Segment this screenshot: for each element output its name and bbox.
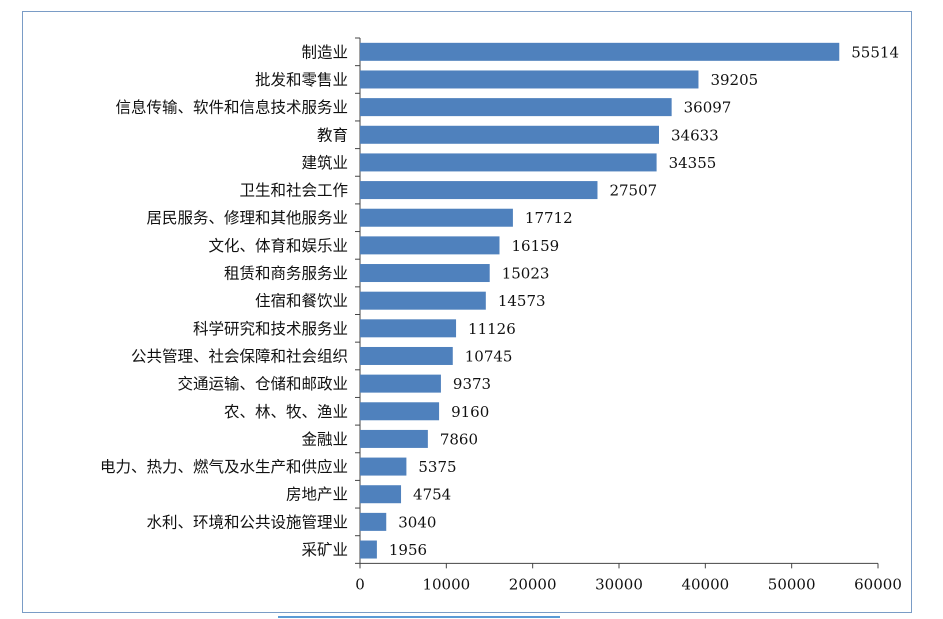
bar: [360, 291, 486, 310]
data-label: 1956: [389, 541, 427, 559]
x-tick-label: 10000: [422, 575, 470, 593]
data-label: 7860: [440, 430, 478, 448]
data-label: 4754: [413, 486, 451, 504]
data-label: 39205: [710, 71, 758, 89]
category-label: 制造业: [301, 43, 348, 61]
category-label: 采矿业: [301, 541, 348, 559]
category-label: 居民服务、修理和其他服务业: [146, 209, 348, 227]
category-label: 租赁和商务服务业: [224, 265, 348, 283]
x-tick-label: 30000: [595, 575, 643, 593]
bar: [360, 70, 699, 89]
category-label: 卫生和社会工作: [239, 182, 348, 200]
x-tick-label: 40000: [681, 575, 729, 593]
data-label: 3040: [398, 513, 436, 531]
bar: [360, 457, 407, 476]
category-label: 农、林、牧、渔业: [224, 403, 348, 421]
bar: [360, 429, 428, 448]
category-label: 公共管理、社会保障和社会组织: [131, 347, 348, 365]
bar: [360, 319, 457, 338]
data-label: 34355: [669, 154, 717, 172]
bar: [360, 236, 500, 255]
category-label: 建筑业: [301, 154, 348, 172]
data-label: 36097: [684, 99, 732, 117]
x-tick-label: 50000: [768, 575, 816, 593]
bar: [360, 264, 490, 283]
data-label: 9373: [453, 375, 491, 393]
category-label: 金融业: [301, 430, 348, 448]
category-label: 房地产业: [286, 486, 348, 504]
category-label: 住宿和餐饮业: [255, 292, 348, 310]
category-label: 科学研究和技术服务业: [193, 320, 348, 338]
category-label: 水利、环境和公共设施管理业: [146, 512, 348, 531]
category-label: 文化、体育和娱乐业: [208, 237, 348, 255]
data-label: 5375: [418, 458, 456, 476]
bar: [360, 181, 598, 200]
bar: [360, 125, 659, 144]
bar: [360, 540, 377, 559]
category-label: 电力、热力、燃气及水生产和供应业: [100, 457, 348, 476]
bar: [360, 402, 440, 421]
category-label: 批发和零售业: [255, 71, 348, 89]
bar: [360, 346, 453, 365]
data-label: 9160: [451, 403, 489, 421]
bar: [360, 208, 513, 227]
data-label: 27507: [609, 182, 657, 200]
x-tick-label: 60000: [854, 575, 902, 593]
data-label: 11126: [468, 320, 516, 338]
bar: [360, 98, 672, 117]
data-label: 34633: [671, 126, 719, 144]
bar: [360, 374, 441, 393]
bar-chart: 0 10000 20000 30000 40000 50000 60000 制造业 55514 批…: [100, 37, 902, 593]
bar: [360, 42, 840, 61]
data-label: 15023: [502, 265, 550, 283]
data-label: 14573: [498, 292, 546, 310]
bar: [360, 512, 387, 531]
data-label: 10745: [465, 347, 513, 365]
data-label: 55514: [851, 43, 899, 61]
category-label: 信息传输、软件和信息技术服务业: [115, 99, 348, 117]
bar: [360, 153, 657, 172]
data-label: 17712: [525, 209, 573, 227]
bar: [360, 485, 402, 504]
category-label: 教育: [317, 126, 348, 144]
x-tick-label: 0: [355, 575, 365, 593]
decorative-underline: [278, 616, 560, 618]
data-label: 16159: [512, 237, 560, 255]
x-tick-label: 20000: [509, 575, 557, 593]
chart-frame: 0 10000 20000 30000 40000 50000 60000 制造业 55514 批…: [22, 11, 912, 613]
category-label: 交通运输、仓储和邮政业: [177, 375, 348, 393]
